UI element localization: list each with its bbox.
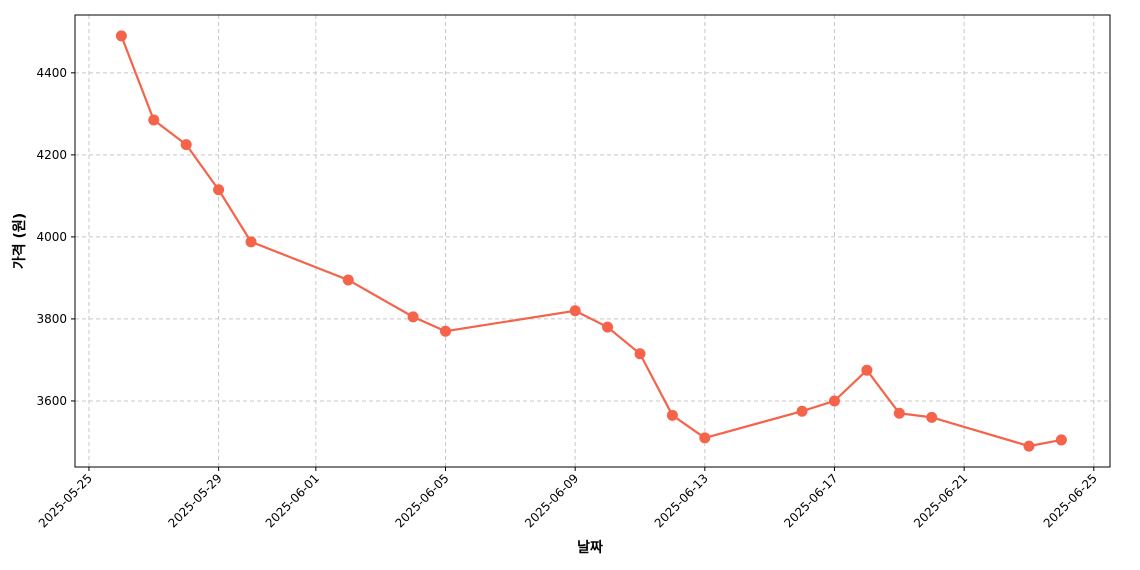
data-point bbox=[180, 139, 192, 151]
plot-frame bbox=[74, 14, 1111, 468]
x-axis-label: 날짜 bbox=[577, 540, 603, 556]
data-point bbox=[926, 411, 938, 423]
x-tick-label: 2025-05-25 bbox=[36, 471, 95, 530]
x-tick-label: 2025-06-01 bbox=[263, 471, 322, 530]
data-point bbox=[861, 364, 873, 376]
data-point bbox=[634, 348, 646, 360]
y-tick-label: 4000 bbox=[36, 230, 67, 244]
data-point bbox=[666, 409, 678, 421]
data-line bbox=[120, 35, 1062, 448]
data-point bbox=[828, 395, 840, 407]
y-axis-label: 가격 (원) bbox=[11, 213, 28, 269]
data-point bbox=[407, 311, 419, 323]
data-point bbox=[342, 274, 354, 286]
data-point bbox=[796, 405, 808, 417]
data-point bbox=[148, 114, 160, 126]
data-point bbox=[213, 184, 225, 196]
data-point bbox=[569, 305, 581, 317]
data-point bbox=[602, 321, 614, 333]
x-tick-label: 2025-06-09 bbox=[522, 471, 581, 530]
data-point bbox=[115, 30, 127, 42]
data-point bbox=[699, 432, 711, 444]
y-tick-label: 4400 bbox=[36, 66, 67, 80]
data-point bbox=[893, 407, 905, 419]
data-point bbox=[440, 325, 452, 337]
x-tick-label: 2025-05-29 bbox=[166, 471, 225, 530]
x-tick-label: 2025-06-13 bbox=[652, 471, 711, 530]
y-tick-label: 3800 bbox=[36, 312, 67, 326]
y-tick-label: 4200 bbox=[36, 148, 67, 162]
x-tick-label: 2025-06-05 bbox=[392, 471, 451, 530]
data-point bbox=[1023, 440, 1035, 452]
data-point bbox=[1055, 434, 1067, 446]
data-point bbox=[245, 236, 257, 248]
x-tick-label: 2025-06-21 bbox=[911, 471, 970, 530]
x-tick-label: 2025-06-25 bbox=[1041, 471, 1100, 530]
x-tick-label: 2025-06-17 bbox=[781, 471, 840, 530]
y-tick-label: 3600 bbox=[36, 394, 67, 408]
